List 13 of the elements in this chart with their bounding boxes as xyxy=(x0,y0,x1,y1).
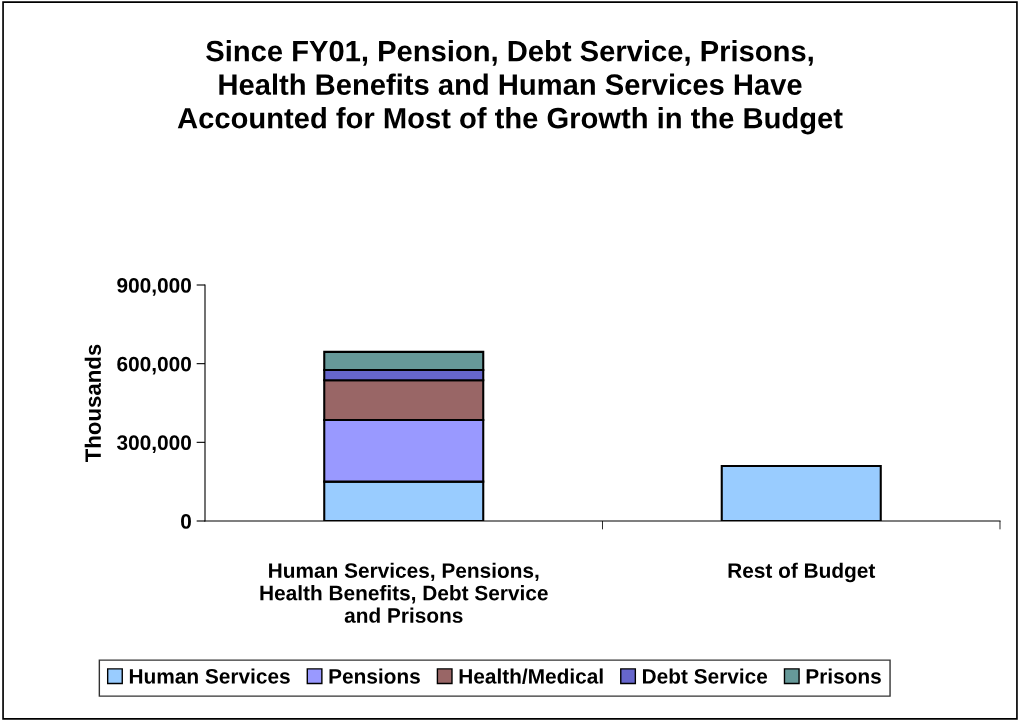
legend-label: Pensions xyxy=(329,668,420,684)
x-tick-label: Human Services, Pensions, Health Benefits, Debt Service and Prisons xyxy=(260,562,548,623)
legend-label: Human Services xyxy=(129,668,290,684)
legend-label: Debt Service xyxy=(642,668,768,684)
y-axis-title: Thousands xyxy=(84,344,101,463)
legend-label: Health/Medical xyxy=(459,668,603,684)
y-tick-label: 600,000 xyxy=(117,356,191,375)
legend-label: Prisons xyxy=(806,668,881,684)
y-tick-label: 300,000 xyxy=(116,435,191,454)
chart-title: Since FY01, Pension, Debt Service, Prisons, Health Benefits and Human Services Have Accounted for Most of the Growth in the Budget xyxy=(177,40,843,135)
y-tick-label: 900,000 xyxy=(117,278,191,296)
y-tick-label: 0 xyxy=(181,514,191,529)
x-tick-label: Rest of Budget xyxy=(728,562,876,583)
